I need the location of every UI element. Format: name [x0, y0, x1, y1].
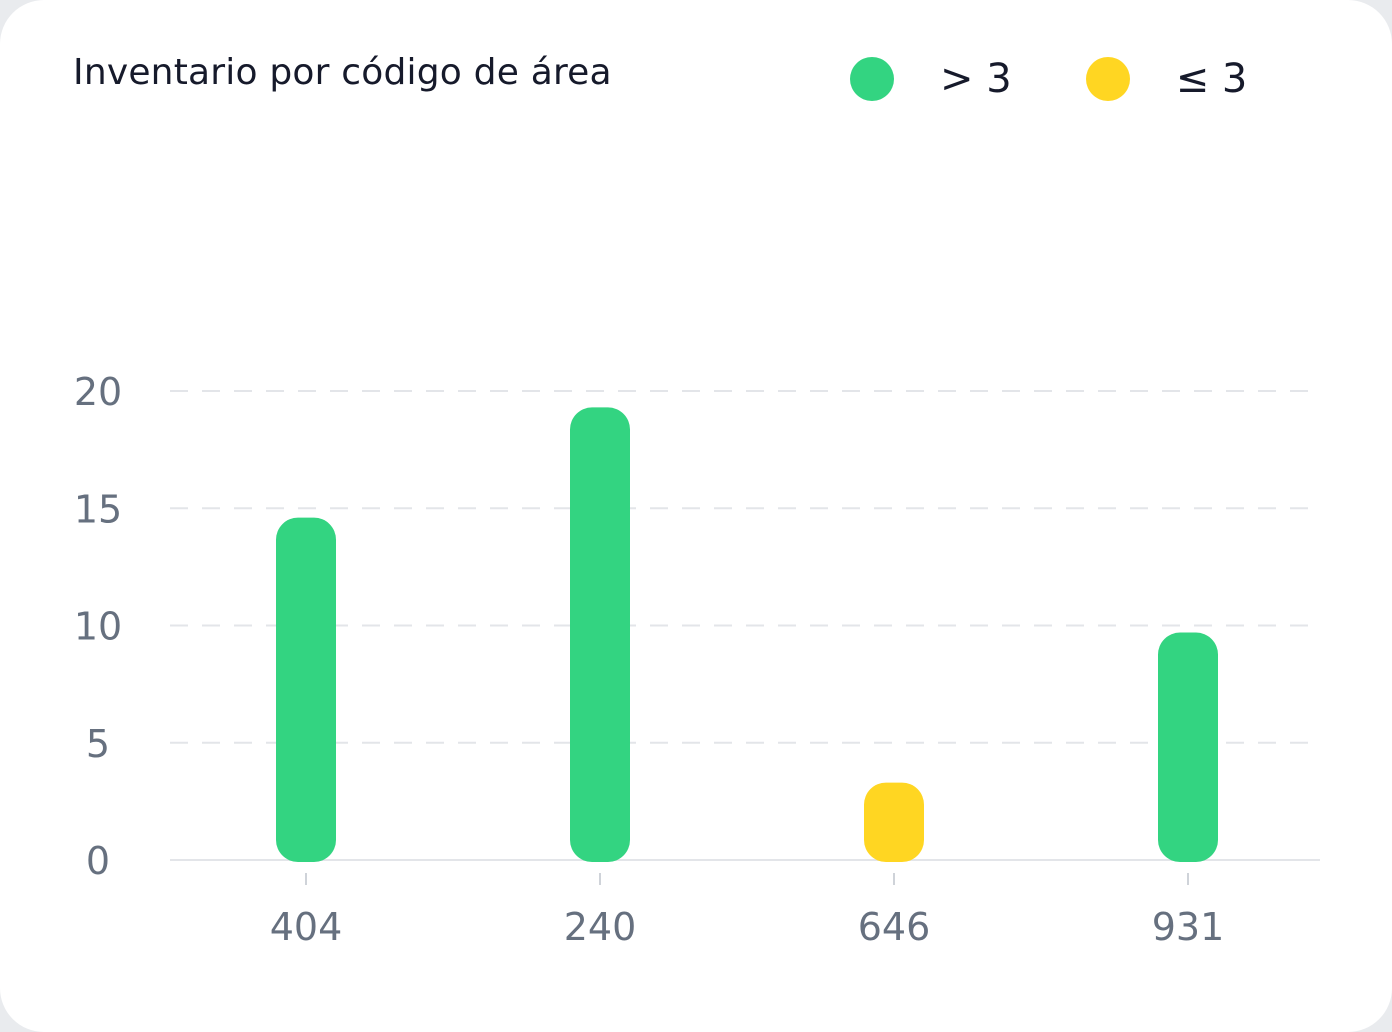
legend-item-greater-than-3: > 3 [850, 56, 1012, 102]
legend-label: > 3 [940, 56, 1012, 102]
y-tick-label: 20 [74, 370, 122, 414]
legend-label: ≤ 3 [1175, 56, 1248, 102]
chart-title: Inventario por código de área [73, 52, 612, 93]
x-tick-label: 404 [270, 905, 343, 949]
y-tick-label: 0 [86, 839, 110, 883]
x-tick-label: 240 [564, 905, 637, 949]
bar-240 [570, 407, 630, 862]
y-tick-label: 10 [74, 605, 122, 649]
y-tick-label: 15 [74, 487, 122, 531]
x-tick-label: 931 [1152, 905, 1225, 949]
x-tick-label: 646 [858, 905, 931, 949]
bar-646 [864, 782, 924, 862]
legend-swatch-green [850, 57, 894, 101]
bar-931 [1158, 632, 1218, 862]
legend-item-at-most-3: ≤ 3 [1085, 56, 1248, 102]
y-tick-label: 5 [86, 722, 110, 766]
legend-swatch-yellow [1085, 57, 1130, 101]
bar-404 [276, 517, 336, 862]
chart-legend: > 3 ≤ 3 [850, 54, 1247, 104]
